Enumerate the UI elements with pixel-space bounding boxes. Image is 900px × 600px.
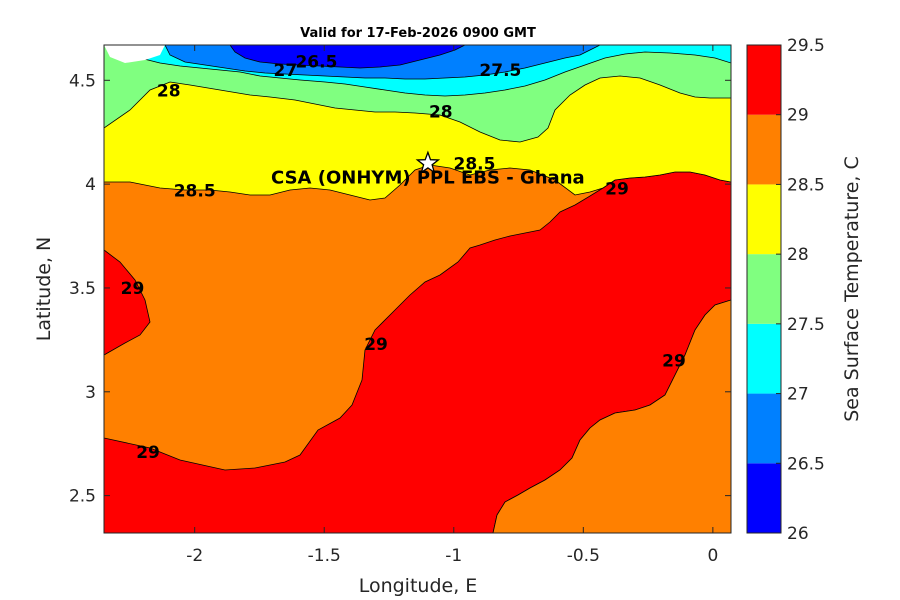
y-axis: 2.5 3 3.5 4 4.5 <box>69 71 731 507</box>
missing-data-area <box>104 45 165 63</box>
colorbar-swatch <box>747 254 781 324</box>
contour-label: 29 <box>121 279 145 299</box>
region-29-to-29-5-west <box>104 249 151 356</box>
contour-label: 29 <box>605 179 629 199</box>
colorbar <box>747 45 781 533</box>
y-axis-label: Latitude, N <box>33 237 55 342</box>
colorbar-swatch <box>747 323 781 394</box>
colorbar-swatch <box>747 184 781 255</box>
site-label: CSA (ONHYM) PPL EBS - Ghana <box>271 167 585 188</box>
site-star-icon <box>415 150 441 174</box>
y-tick-label: 2.5 <box>69 487 96 507</box>
contour-label: 28 <box>157 82 181 102</box>
x-axis-label: Longitude, E <box>359 575 478 597</box>
contour-label: 29 <box>364 335 388 355</box>
site-layer: CSA (ONHYM) PPL EBS - Ghana <box>271 150 585 188</box>
contour-label: 27.5 <box>479 61 521 81</box>
x-axis: -2 -1.5 -1 -0.5 0 <box>186 45 718 566</box>
colorbar-tick-label: 29.5 <box>787 36 825 56</box>
contour-label: 27 <box>274 61 298 81</box>
colorbar-swatch <box>747 463 781 533</box>
x-tick-label: -2 <box>186 546 203 566</box>
contour-label: 28.5 <box>454 154 496 174</box>
colorbar-swatch <box>747 114 781 185</box>
x-tick-label: -0.5 <box>567 546 600 566</box>
plot-frame <box>103 44 732 534</box>
region-26-to-26-5 <box>229 45 466 69</box>
y-tick-label: 3.5 <box>69 279 96 299</box>
colorbar-tick-label: 29 <box>787 106 809 126</box>
colorbar-ticks: 26 26.5 27 27.5 28 28.5 29 29.5 <box>776 36 825 544</box>
x-tick-label: -1 <box>445 546 462 566</box>
x-tick-label: 0 <box>707 546 718 566</box>
contour-label: 29 <box>662 352 686 372</box>
colorbar-tick-label: 26.5 <box>787 454 825 474</box>
contour-label: 28 <box>429 102 453 122</box>
chart-title: Valid for 17-Feb-2026 0900 GMT <box>300 26 536 41</box>
colorbar-tick-label: 27 <box>787 385 809 405</box>
colorbar-tick-label: 26 <box>787 524 809 544</box>
contour-fill-layer <box>104 45 731 533</box>
y-tick-label: 4.5 <box>69 71 96 91</box>
region-28-5-to-29-lobe <box>492 299 731 533</box>
y-tick-label: 4 <box>85 175 96 195</box>
colorbar-swatch <box>747 393 781 464</box>
contour-label: 29 <box>136 443 160 463</box>
contour-label: 26.5 <box>295 53 337 73</box>
colorbar-tick-label: 27.5 <box>787 315 825 335</box>
colorbar-tick-label: 28.5 <box>787 175 825 195</box>
contour-label-layer: 26.527 27.5 28 28 28.5 28.5 29 29 29 29 29 <box>121 53 686 463</box>
y-tick-label: 3 <box>85 383 96 403</box>
colorbar-tick-label: 28 <box>787 245 809 265</box>
x-tick-label: -1.5 <box>308 546 341 566</box>
colorbar-frame <box>746 44 782 534</box>
colorbar-label: Sea Surface Temperature, C <box>841 156 863 422</box>
contour-label: 28.5 <box>174 181 216 201</box>
colorbar-swatch <box>747 45 781 115</box>
